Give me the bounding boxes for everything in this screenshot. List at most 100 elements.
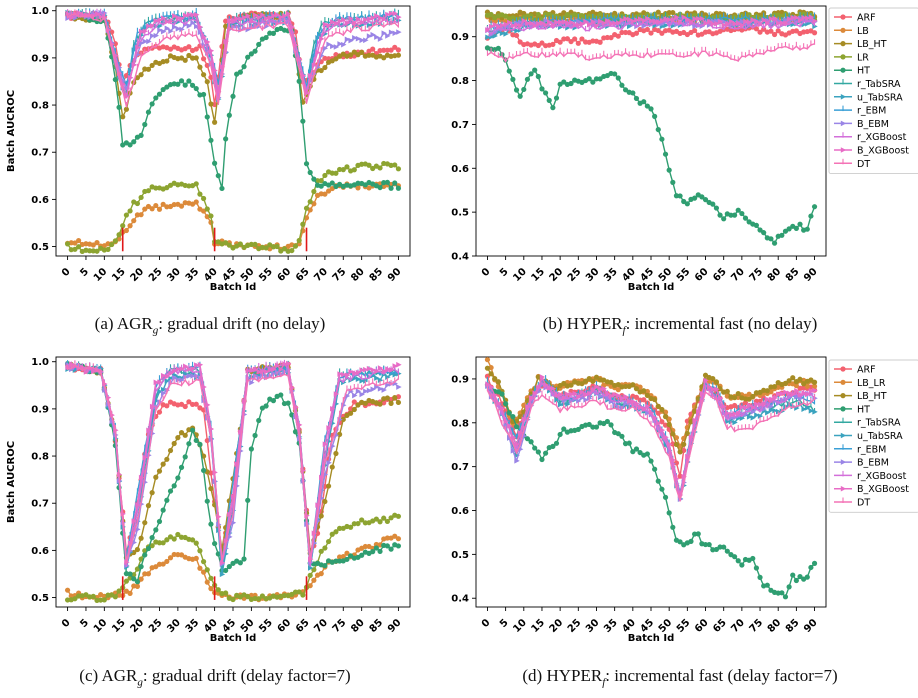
data-point bbox=[543, 90, 549, 96]
legend-item-u-tabsra: u_TabSRA bbox=[834, 92, 903, 103]
y-tick-label: 0.5 bbox=[31, 593, 49, 604]
data-point bbox=[252, 12, 259, 18]
data-point bbox=[333, 170, 339, 176]
data-point bbox=[142, 206, 148, 212]
data-point bbox=[105, 592, 111, 598]
data-point bbox=[384, 535, 390, 541]
x-tick-label: 90 bbox=[386, 266, 404, 284]
caption-d: (d) HYPERf: incremental fast (delay fact… bbox=[522, 666, 838, 689]
data-point bbox=[333, 558, 339, 564]
data-point bbox=[351, 521, 357, 527]
data-point bbox=[525, 20, 531, 26]
data-point bbox=[579, 389, 586, 395]
data-point bbox=[579, 381, 585, 387]
data-point bbox=[517, 19, 524, 26]
data-point bbox=[171, 13, 178, 19]
data-point bbox=[655, 403, 661, 409]
data-point bbox=[645, 410, 651, 416]
series-line-b-ebm bbox=[67, 364, 399, 567]
data-point bbox=[528, 439, 534, 445]
data-point bbox=[278, 14, 284, 20]
data-point bbox=[485, 34, 491, 41]
data-point bbox=[597, 12, 603, 18]
x-tick-label: 75 bbox=[331, 266, 349, 284]
data-point bbox=[282, 13, 288, 19]
data-point bbox=[648, 458, 654, 464]
data-point bbox=[392, 180, 398, 186]
data-point bbox=[197, 191, 203, 197]
data-point bbox=[186, 373, 193, 379]
data-point bbox=[366, 16, 373, 22]
data-point bbox=[256, 596, 262, 602]
data-point bbox=[688, 419, 694, 425]
data-point bbox=[553, 13, 560, 19]
data-point bbox=[746, 402, 753, 409]
legend-label: r_TabSRA bbox=[857, 79, 901, 90]
data-point bbox=[681, 473, 687, 480]
data-point bbox=[739, 18, 746, 25]
data-point bbox=[171, 536, 177, 542]
data-point bbox=[227, 534, 233, 540]
data-point bbox=[634, 400, 640, 407]
data-point bbox=[256, 41, 262, 48]
data-point bbox=[127, 223, 133, 229]
data-point bbox=[101, 597, 107, 603]
data-point bbox=[692, 23, 698, 30]
data-point bbox=[322, 45, 329, 52]
x-tick-label: 10 bbox=[511, 266, 529, 284]
data-point bbox=[153, 202, 159, 209]
data-point bbox=[771, 383, 778, 390]
data-point bbox=[138, 194, 144, 201]
data-point bbox=[710, 201, 716, 207]
data-point bbox=[503, 401, 509, 407]
data-point bbox=[484, 357, 491, 363]
data-point bbox=[120, 114, 126, 120]
x-tick-label: 90 bbox=[802, 617, 820, 635]
data-point bbox=[267, 30, 273, 36]
series-b-xgboost bbox=[485, 14, 818, 33]
data-point bbox=[226, 112, 232, 118]
data-point bbox=[384, 179, 390, 185]
data-point bbox=[782, 380, 789, 386]
legend-item-arf: ARF bbox=[834, 13, 876, 24]
data-point bbox=[670, 524, 676, 530]
data-point bbox=[568, 398, 575, 404]
data-point bbox=[790, 391, 796, 398]
data-point bbox=[131, 518, 137, 524]
data-point bbox=[608, 379, 614, 385]
data-point bbox=[249, 18, 255, 25]
data-point bbox=[256, 417, 262, 424]
data-point bbox=[366, 52, 372, 58]
data-point bbox=[750, 415, 756, 421]
data-point bbox=[142, 520, 148, 526]
data-point bbox=[804, 226, 810, 232]
data-point bbox=[160, 86, 166, 93]
data-point bbox=[311, 567, 317, 573]
data-point bbox=[717, 18, 724, 25]
data-point bbox=[565, 391, 571, 398]
x-tick-label: 35 bbox=[184, 617, 202, 635]
data-point bbox=[377, 365, 384, 371]
data-point bbox=[344, 36, 351, 43]
data-point bbox=[779, 390, 786, 397]
legend-box bbox=[828, 7, 918, 175]
data-point bbox=[160, 390, 167, 397]
data-point bbox=[695, 531, 701, 537]
data-point bbox=[805, 404, 811, 411]
legend-item-b-ebm: B_EBM bbox=[834, 458, 889, 469]
data-point bbox=[808, 14, 815, 20]
data-point bbox=[714, 20, 720, 27]
data-point bbox=[370, 31, 376, 38]
x-tick-label: 80 bbox=[349, 617, 367, 635]
data-point bbox=[212, 119, 218, 125]
x-tick-label: 65 bbox=[294, 266, 312, 284]
data-point bbox=[506, 68, 512, 74]
data-point bbox=[557, 19, 564, 25]
legend-marker bbox=[840, 379, 846, 385]
data-point bbox=[735, 207, 741, 213]
data-point bbox=[666, 167, 672, 173]
data-point bbox=[499, 22, 506, 29]
data-point bbox=[728, 212, 734, 218]
y-tick-label: 0.9 bbox=[31, 404, 49, 415]
data-point bbox=[619, 82, 625, 88]
